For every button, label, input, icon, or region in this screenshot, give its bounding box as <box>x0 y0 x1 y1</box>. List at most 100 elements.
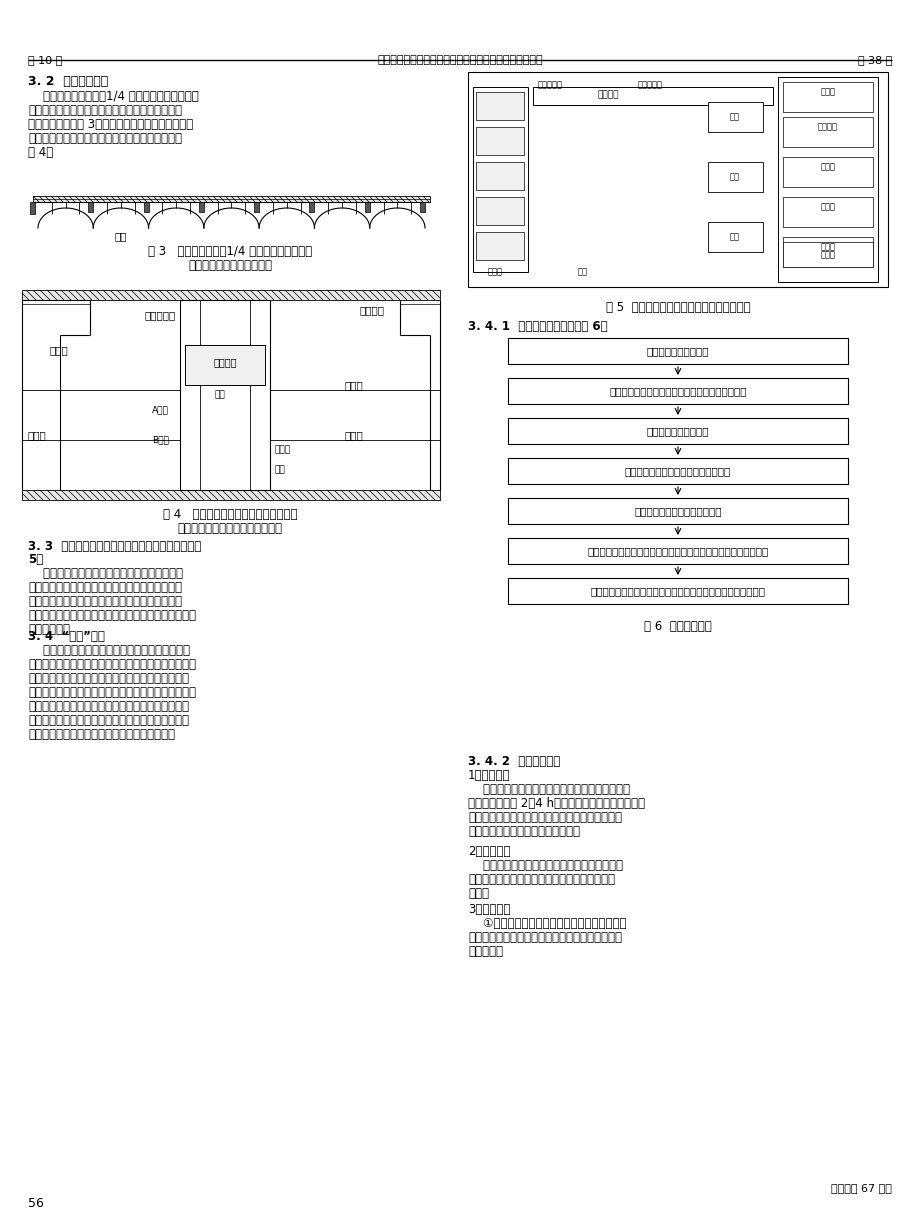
Text: 控制线路等。: 控制线路等。 <box>28 623 70 636</box>
Text: 桥墩: 桥墩 <box>577 267 587 276</box>
Text: 载后负载。: 载后负载。 <box>468 944 503 958</box>
Bar <box>472 86 528 273</box>
Text: 千斤顶顶推: 千斤顶顶推 <box>145 310 176 320</box>
Bar <box>309 202 314 212</box>
Bar <box>180 301 269 490</box>
Text: 间的时间间隔为 2～4 h。当有特殊情况时，经设计、: 间的时间间隔为 2～4 h。当有特殊情况时，经设计、 <box>468 797 644 811</box>
Text: 力和两侧桥台与阻滑板之间的相对位移，并做好: 力和两侧桥台与阻滑板之间的相对位移，并做好 <box>468 873 614 886</box>
Bar <box>22 290 439 301</box>
Text: 试。调试的内容有：千斤顶的输出功率及行程、油: 试。调试的内容有：千斤顶的输出功率及行程、油 <box>28 595 182 608</box>
Bar <box>782 237 872 267</box>
Text: （下转第 67 页）: （下转第 67 页） <box>830 1183 891 1193</box>
Bar <box>254 202 259 212</box>
Bar <box>782 197 872 228</box>
Bar <box>782 82 872 112</box>
Text: 人行道: 人行道 <box>345 430 363 441</box>
Text: 阻滑板: 阻滑板 <box>50 344 69 355</box>
Text: 阻滑板: 阻滑板 <box>28 430 47 441</box>
Text: 施工。在每一级顶推前，首先测量出桥墩、桥台、阻滑: 施工。在每一级顶推前，首先测量出桥墩、桥台、阻滑 <box>28 658 196 671</box>
Text: 进行数据比较，设计与实测比较: 进行数据比较，设计与实测比较 <box>633 506 721 516</box>
Text: 进行测量），如图 3；桥墩及桥台与阻滑板之间已设: 进行测量），如图 3；桥墩及桥台与阻滑板之间已设 <box>28 118 193 131</box>
Text: 3. 4. 2  顶推加载施工: 3. 4. 2 顶推加载施工 <box>468 755 560 768</box>
Bar <box>33 196 429 202</box>
Bar <box>88 202 93 212</box>
Bar <box>782 117 872 147</box>
Text: 艺流程示意图，施工中的具体要求有以下几点。: 艺流程示意图，施工中的具体要求有以下几点。 <box>28 728 175 741</box>
Bar <box>475 92 524 120</box>
Text: 阻滑带: 阻滑带 <box>275 445 290 454</box>
Text: 板相对位移、应力原始初步数据，在每级顶推力施加: 板相对位移、应力原始初步数据，在每级顶推力施加 <box>28 672 188 685</box>
Bar <box>708 162 762 192</box>
Text: 图 5  安装、调试计算机中心机房及顶推设备: 图 5 安装、调试计算机中心机房及顶推设备 <box>605 301 750 314</box>
Text: 进行第一级加载、顶推: 进行第一级加载、顶推 <box>646 426 709 436</box>
Text: 大样: 大样 <box>115 231 127 241</box>
Text: 油箱: 油箱 <box>729 172 739 181</box>
Text: 3. 4  “顶推”施工: 3. 4 “顶推”施工 <box>28 630 105 643</box>
Text: 图 6  施工工艺流程: 图 6 施工工艺流程 <box>643 619 711 633</box>
Text: B大样: B大样 <box>152 434 169 444</box>
Text: 图 3   拱桥边跨跨中，1/4 跨位置及其它中间跨: 图 3 拱桥边跨跨中，1/4 跨位置及其它中间跨 <box>148 245 312 258</box>
Text: 经过数据比较，对结构状态进行判断、综合评价，并下达下步指令: 经过数据比较，对结构状态进行判断、综合评价，并下达下步指令 <box>586 546 767 556</box>
Text: 中心机房的控制下实施联动，必须进行安装前的调: 中心机房的控制下实施联动，必须进行安装前的调 <box>28 581 182 594</box>
Text: 位移传感器: 位移传感器 <box>637 80 663 89</box>
Text: 完毕后，进行这一级顶推的位移、应力测量，并与原始: 完毕后，进行这一级顶推的位移、应力测量，并与原始 <box>28 686 196 699</box>
Text: 桥台承台: 桥台承台 <box>817 122 837 131</box>
Text: 桥台承台: 桥台承台 <box>213 357 236 368</box>
Bar <box>782 242 872 267</box>
Text: 油箱: 油箱 <box>729 232 739 241</box>
Bar <box>782 157 872 187</box>
Bar <box>507 458 847 484</box>
Text: 3. 2  安装监测仪器: 3. 2 安装监测仪器 <box>28 75 108 88</box>
Text: 人行道: 人行道 <box>345 380 363 389</box>
Text: 第 10 期: 第 10 期 <box>28 55 62 65</box>
Bar <box>507 498 847 525</box>
Bar <box>507 578 847 604</box>
Text: 3. 4. 1  施工工艺流程示意（图 6）: 3. 4. 1 施工工艺流程示意（图 6） <box>468 320 607 333</box>
Text: 在拱桥边跨的跨中、1/4 跨位置，以及其它中间: 在拱桥边跨的跨中、1/4 跨位置，以及其它中间 <box>28 90 199 103</box>
Bar <box>475 232 524 260</box>
Bar <box>507 378 847 404</box>
Text: 路、油路接头、回油机构动作的灵敏可靠性、油压表、: 路、油路接头、回油机构动作的灵敏可靠性、油压表、 <box>28 608 196 622</box>
Bar <box>143 202 148 212</box>
Text: 千斤顶: 千斤顶 <box>820 86 834 96</box>
Text: 桥墩、桥台、阻滑板位移、应力原始数据测量收集: 桥墩、桥台、阻滑板位移、应力原始数据测量收集 <box>608 386 746 396</box>
Text: 在正常情况下，要分级施加顶推力，每级加载之: 在正常情况下，要分级施加顶推力，每级加载之 <box>468 783 630 796</box>
Text: 工业网线: 工业网线 <box>597 90 618 99</box>
Text: 图 4。: 图 4。 <box>28 146 53 159</box>
Text: 数据进行比对、分析。经确认后，方可进行下一级顶: 数据进行比对、分析。经确认后，方可进行下一级顶 <box>28 700 188 713</box>
Text: A大样: A大样 <box>152 405 169 414</box>
Text: 为确保顶推过程中，各个顶推千斤顶在计算机: 为确保顶推过程中，各个顶推千斤顶在计算机 <box>28 567 183 581</box>
Bar <box>475 197 524 225</box>
Text: 加载完成后，测量各点位移、应力数据: 加载完成后，测量各点位移、应力数据 <box>624 466 731 476</box>
Text: 加载过程中随时监测两端千斤顶的实际供油压: 加载过程中随时监测两端千斤顶的实际供油压 <box>468 859 622 873</box>
Text: 橡胶: 橡胶 <box>275 465 286 473</box>
Bar <box>708 221 762 252</box>
Text: ①准备完毕后，先根据安装在千斤顶上的精密: ①准备完毕后，先根据安装在千斤顶上的精密 <box>468 916 626 930</box>
Bar <box>30 202 35 214</box>
Text: 推。如此循环下去，直至顶推完成为止。顶推施工工: 推。如此循环下去，直至顶推完成为止。顶推施工工 <box>28 714 188 727</box>
Text: 2）监测记录: 2）监测记录 <box>468 845 510 858</box>
Bar <box>468 72 887 287</box>
Bar <box>185 344 265 385</box>
Bar <box>364 202 369 212</box>
Text: 记录。: 记录。 <box>468 887 489 901</box>
Bar <box>199 202 204 212</box>
Bar <box>507 538 847 563</box>
Bar <box>22 490 439 500</box>
Bar <box>420 202 425 212</box>
Text: 跨的跨中位置设置好竖向变形位移计（采用百分表: 跨的跨中位置设置好竖向变形位移计（采用百分表 <box>28 103 182 117</box>
Text: 3）加载步骤: 3）加载步骤 <box>468 903 510 916</box>
Text: 3. 3  安装、调试计算机中心机房及顶推设备（如图: 3. 3 安装、调试计算机中心机房及顶推设备（如图 <box>28 540 201 553</box>
Text: 图 4   桥墩及桥台与阻滑板之间设置水平: 图 4 桥墩及桥台与阻滑板之间设置水平 <box>163 507 297 521</box>
Bar <box>532 86 772 105</box>
Bar <box>507 417 847 444</box>
Bar <box>708 102 762 131</box>
Bar <box>777 77 877 282</box>
Text: 置好水平位移计，桥台上面设置好竖向位移计，如: 置好水平位移计，桥台上面设置好竖向位移计，如 <box>28 131 182 145</box>
Text: 位移计，桥台上面设置竖向位移计: 位移计，桥台上面设置竖向位移计 <box>177 522 282 535</box>
Bar <box>475 162 524 190</box>
Text: 顶推工作是按照分级加载、循环逐步的方式进行: 顶推工作是按照分级加载、循环逐步的方式进行 <box>28 644 190 657</box>
Text: 5）: 5） <box>28 553 43 566</box>
Text: 么传杰，等；软弱地基钢筋混凝土拱桥顶推施工技术研究: 么传杰，等；软弱地基钢筋混凝土拱桥顶推施工技术研究 <box>377 55 542 65</box>
Text: 第 38 卷: 第 38 卷 <box>857 55 891 65</box>
